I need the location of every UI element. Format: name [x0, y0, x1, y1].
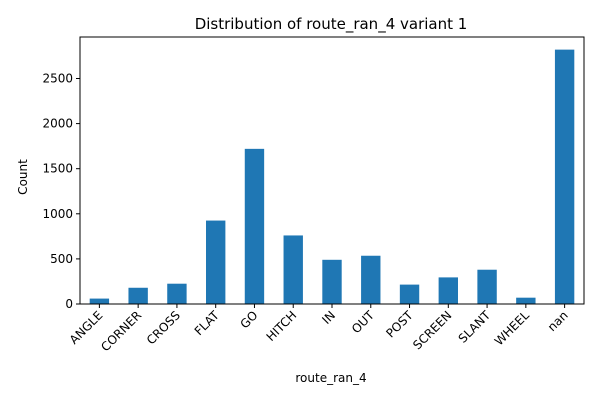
bars — [89, 49, 575, 304]
x-tick-label: SCREEN — [410, 308, 454, 352]
x-tick-label: OUT — [349, 308, 377, 336]
bar-screen — [438, 277, 458, 304]
x-tick-label: POST — [383, 308, 416, 341]
x-tick-label: ANGLE — [67, 308, 106, 347]
bar-angle — [89, 298, 110, 304]
x-tick-label: FLAT — [192, 308, 223, 339]
bar-post — [399, 284, 420, 304]
bar-cross — [167, 283, 187, 304]
plot-frame — [79, 36, 585, 305]
bar-hitch — [283, 235, 303, 304]
bar-nan — [554, 49, 575, 304]
y-tick-label: 2500 — [42, 71, 73, 85]
y-tick-label: 1500 — [42, 162, 73, 176]
y-axis-ticks: 0 500 1000 1500 2000 2500 — [42, 71, 80, 311]
y-tick-label: 2000 — [42, 117, 73, 131]
bar-flat — [206, 220, 226, 304]
bar-slant — [477, 269, 497, 304]
x-tick-label: WHEEL — [492, 308, 532, 348]
bar-in — [322, 259, 342, 304]
x-tick-label: SLANT — [456, 308, 494, 346]
y-tick-label: 500 — [50, 252, 73, 266]
x-tick-label: CROSS — [144, 308, 183, 347]
x-tick-label: IN — [319, 308, 338, 327]
bar-wheel — [516, 297, 536, 304]
x-axis-label: route_ran_4 — [295, 371, 366, 385]
x-tick-label: CORNER — [98, 308, 144, 354]
y-tick-label: 0 — [65, 297, 73, 311]
x-tick-label: HITCH — [264, 308, 300, 344]
x-tick-label: GO — [237, 308, 260, 331]
bar-corner — [128, 287, 148, 304]
bar-out — [361, 255, 381, 304]
x-tick-label: nan — [545, 308, 571, 334]
y-tick-label: 1000 — [42, 207, 73, 221]
y-axis-label: Count — [16, 159, 30, 195]
chart-title: Distribution of route_ran_4 variant 1 — [195, 15, 468, 34]
bar-go — [244, 148, 265, 304]
